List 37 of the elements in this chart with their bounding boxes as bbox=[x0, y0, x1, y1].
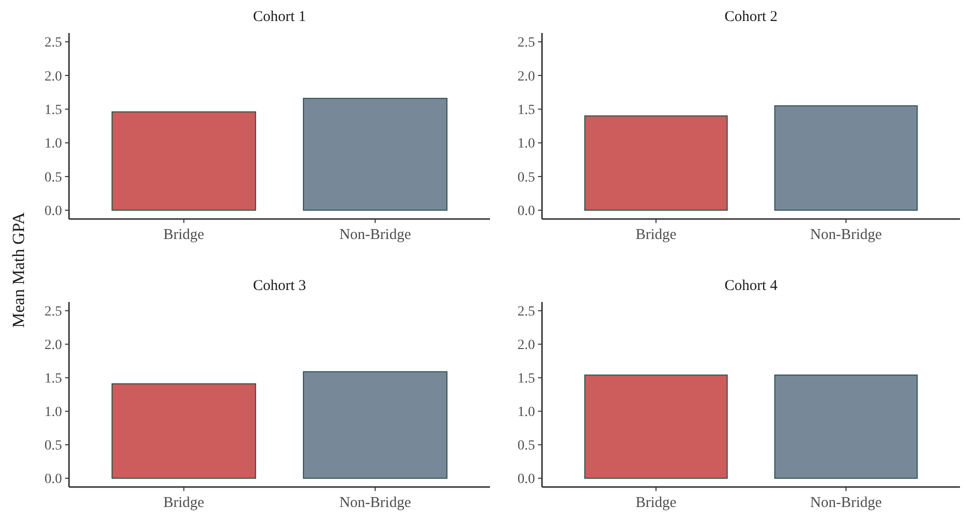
y-tick-label: 0.5 bbox=[518, 170, 535, 186]
chart-title: Cohort 3 bbox=[253, 278, 306, 294]
y-tick-label: 0.5 bbox=[44, 438, 62, 454]
x-tick-label: Non-Bridge bbox=[810, 227, 882, 243]
y-tick-label: 2.5 bbox=[44, 36, 62, 51]
x-tick-label: Bridge bbox=[163, 495, 205, 511]
y-axis-title: Mean Math GPA bbox=[9, 212, 28, 328]
y-tick-label: 1.5 bbox=[44, 103, 62, 118]
y-tick-label: 2.0 bbox=[44, 338, 62, 354]
y-tick-label: 0.0 bbox=[518, 204, 535, 220]
x-tick-label: Bridge bbox=[163, 227, 205, 243]
x-tick-label: Non-Bridge bbox=[339, 495, 412, 511]
y-tick-label: 0.0 bbox=[518, 472, 535, 488]
chart-title: Cohort 1 bbox=[253, 9, 306, 25]
y-tick-label: 0.0 bbox=[44, 204, 62, 220]
y-tick-label: 2.0 bbox=[518, 69, 535, 84]
y-tick-label: 2.5 bbox=[518, 304, 535, 320]
y-tick-label: 1.5 bbox=[518, 103, 535, 118]
y-tick-label: 2.0 bbox=[44, 69, 62, 84]
y-tick-label: 1.5 bbox=[44, 372, 62, 387]
y-tick-label: 0.5 bbox=[44, 170, 62, 186]
chart-title: Cohort 2 bbox=[724, 9, 778, 25]
y-tick-label: 2.0 bbox=[518, 338, 535, 354]
y-tick-label: 1.0 bbox=[518, 405, 535, 420]
x-tick-label: Bridge bbox=[636, 495, 677, 511]
y-tick-label: 1.0 bbox=[44, 136, 62, 152]
chart-title: Cohort 4 bbox=[724, 278, 778, 294]
y-tick-label: 2.5 bbox=[44, 304, 62, 320]
x-tick-label: Non-Bridge bbox=[810, 495, 882, 511]
y-tick-label: 2.5 bbox=[518, 36, 535, 51]
y-tick-label: 1.0 bbox=[44, 405, 62, 420]
x-tick-label: Non-Bridge bbox=[339, 227, 412, 243]
x-tick-label: Bridge bbox=[636, 227, 677, 243]
y-tick-label: 1.0 bbox=[518, 136, 535, 152]
y-tick-label: 1.5 bbox=[518, 372, 535, 387]
y-tick-label: 0.5 bbox=[518, 438, 535, 454]
y-tick-label: 0.0 bbox=[44, 472, 62, 488]
